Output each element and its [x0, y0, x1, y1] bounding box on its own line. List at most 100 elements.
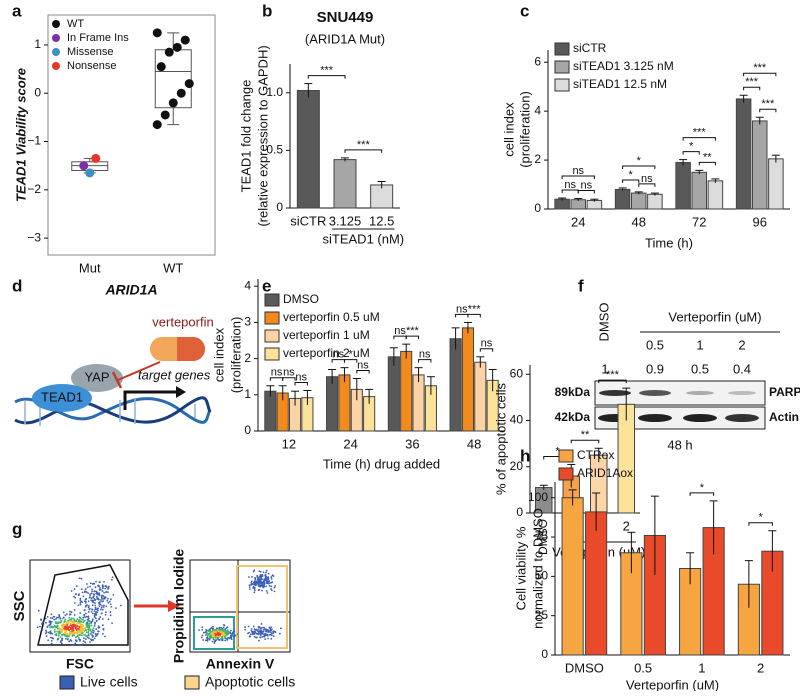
flow-event — [56, 616, 58, 619]
flow-event — [224, 635, 227, 638]
flow-event — [72, 643, 75, 646]
flow-event — [80, 588, 83, 591]
legend-label: DMSO — [283, 292, 319, 306]
flow-event — [86, 586, 89, 589]
flow-event — [226, 629, 228, 632]
x-tick-label: 36 — [405, 436, 419, 451]
x-tick-label: WT — [163, 260, 183, 275]
flow-event — [100, 612, 103, 615]
flow-event — [45, 629, 47, 632]
flow-event — [81, 591, 84, 594]
point — [160, 110, 170, 120]
flow-event — [263, 626, 265, 629]
significance-bracket — [748, 522, 773, 526]
flow-event — [77, 636, 80, 639]
flow-event — [94, 604, 97, 607]
band-size: 89kDa — [555, 385, 591, 399]
flow-event — [205, 629, 208, 632]
flow-event — [107, 585, 110, 588]
flow-event — [104, 584, 107, 587]
bar — [735, 98, 752, 210]
flow-event — [236, 633, 239, 636]
flow-event — [85, 591, 88, 593]
significance-label: *** — [357, 139, 371, 151]
flow-event — [61, 639, 64, 642]
flow-event — [66, 628, 69, 631]
flow-event — [244, 626, 246, 628]
flow-event — [73, 588, 76, 590]
flow-event — [268, 633, 271, 636]
significance-bracket — [343, 359, 358, 363]
band-ratio: 0.4 — [733, 361, 751, 376]
x-axis-label: ARID1A — [104, 282, 157, 298]
flow-event — [102, 627, 105, 630]
flow-event — [75, 627, 77, 630]
flow-event — [211, 627, 214, 630]
band-ratio: 0.9 — [646, 361, 664, 376]
flow-event — [267, 577, 270, 580]
bar — [326, 376, 339, 432]
bar — [691, 171, 708, 210]
flow-event — [270, 576, 273, 578]
flow-event — [101, 600, 104, 603]
y-tick-label: 3 — [244, 315, 251, 329]
flow-event — [66, 620, 69, 623]
significance-bracket — [418, 359, 432, 363]
flow-event — [65, 637, 67, 640]
significance-label: * — [689, 140, 694, 152]
significance-bracket — [307, 75, 346, 79]
flow-event — [268, 630, 271, 633]
flow-event — [73, 602, 76, 604]
significance-label: ns — [456, 303, 468, 315]
lane-label: 2 — [738, 337, 745, 352]
flow-event — [261, 584, 264, 587]
flow-event — [58, 613, 61, 616]
flow-event — [253, 628, 256, 630]
flow-event — [59, 636, 62, 639]
band — [599, 390, 631, 396]
legend-swatch — [558, 449, 574, 463]
flow-event — [272, 575, 275, 577]
flow-event — [96, 598, 98, 600]
flow-event — [89, 582, 92, 585]
flow-event — [249, 633, 252, 636]
x-axis-label: Time (h) — [645, 235, 693, 250]
flow-event — [68, 640, 71, 643]
band-ratio: 0.5 — [691, 361, 709, 376]
significance-bracket — [479, 348, 494, 352]
legend-label: siCTR — [573, 41, 607, 55]
flow-event — [101, 594, 103, 597]
flow-event — [58, 621, 61, 624]
panel-letter: d — [12, 276, 22, 295]
flow-event — [248, 584, 251, 587]
flow-event — [211, 635, 214, 638]
significance-label: * — [637, 155, 642, 167]
y-tick-label: 20 — [510, 459, 524, 473]
significance-label: *** — [753, 62, 767, 74]
chart-subtitle: (ARID1A Mut) — [305, 31, 385, 46]
flow-event — [92, 627, 95, 630]
flow-event — [41, 621, 44, 624]
flow-event — [55, 633, 58, 636]
flow-event — [78, 620, 81, 623]
flow-event — [259, 634, 262, 637]
significance-bracket — [598, 379, 627, 384]
flow-event — [50, 620, 53, 623]
lane-label: 0.5 — [646, 337, 664, 352]
flow-event — [74, 593, 77, 596]
protein-label: YAP — [84, 369, 109, 384]
flow-event — [259, 632, 262, 635]
flow-event — [109, 603, 112, 606]
flow-event — [91, 588, 93, 591]
flow-event — [48, 621, 51, 623]
panel-letter: g — [12, 519, 22, 538]
flow-event — [105, 590, 108, 593]
flow-event — [79, 612, 82, 615]
flow-event — [247, 625, 250, 628]
flow-event — [93, 597, 96, 600]
flow-event — [261, 573, 264, 576]
significance-bracket — [682, 137, 716, 141]
point — [85, 168, 95, 178]
point — [180, 35, 190, 45]
bar — [614, 188, 631, 210]
